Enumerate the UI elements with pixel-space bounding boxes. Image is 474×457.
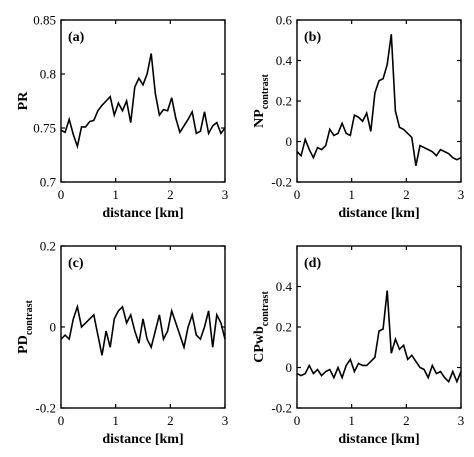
x-tick-label: 2 — [167, 413, 174, 428]
x-axis-label: distance [km] — [102, 432, 183, 447]
y-tick-label: 0.75 — [33, 121, 56, 136]
y-tick-label: 0.7 — [40, 175, 57, 190]
x-axis-label: distance [km] — [102, 206, 183, 221]
y-tick-label: 0.8 — [40, 67, 56, 82]
y-tick-label: 0.4 — [276, 53, 293, 68]
x-tick-label: 0 — [294, 413, 301, 428]
y-tick-label: 0.2 — [276, 320, 292, 335]
x-tick-label: 3 — [222, 413, 229, 428]
y-tick-label: -0.2 — [271, 401, 292, 416]
panel-label: (a) — [68, 30, 85, 45]
y-tick-label: 0.2 — [276, 94, 292, 109]
panel-label: (c) — [68, 256, 84, 271]
x-tick-label: 0 — [58, 413, 65, 428]
x-tick-label: 2 — [167, 187, 174, 202]
x-axis-label: distance [km] — [338, 432, 419, 447]
y-tick-label: 0 — [286, 134, 293, 149]
x-tick-label: 3 — [458, 413, 465, 428]
series-line-b-0 — [296, 34, 462, 166]
x-tick-label: 1 — [348, 413, 355, 428]
x-axis-label: distance [km] — [338, 206, 419, 221]
y-tick-label: 0.85 — [33, 13, 56, 28]
series-line-d-0 — [296, 290, 462, 384]
y-axis-label-subscript: contrast — [260, 291, 271, 327]
y-tick-label: 0.6 — [276, 13, 293, 28]
y-tick-label: -0.2 — [35, 401, 56, 416]
y-axis-label: NPcontrast — [252, 74, 271, 128]
axes-frame-c — [60, 245, 226, 409]
y-axis-label: CPwbcontrast — [252, 291, 271, 363]
panel-a: 0 1 2 3 0.7 0.75 0.8 0.85 distance [km] PR (a) — [16, 13, 228, 222]
y-axis-label-main: NP — [252, 109, 267, 128]
x-tick-label: 0 — [294, 187, 301, 202]
y-tick-label: 0 — [50, 320, 57, 335]
y-axis-label-subscript: contrast — [260, 74, 271, 110]
x-tick-label: 1 — [112, 413, 119, 428]
y-axis-label-subscript: contrast — [24, 300, 35, 336]
y-axis-label-main: PR — [16, 91, 31, 111]
x-tick-label: 1 — [112, 187, 119, 202]
y-tick-label: -0.2 — [271, 175, 292, 190]
x-tick-label: 2 — [403, 413, 410, 428]
y-axis-label: PR — [16, 91, 31, 111]
y-tick-label: 0.2 — [40, 239, 56, 254]
y-axis-label: PDcontrast — [16, 300, 35, 354]
x-tick-label: 0 — [58, 187, 65, 202]
axes-frame-a — [60, 19, 226, 183]
y-tick-label: 0.4 — [276, 279, 293, 294]
y-tick-label: 0 — [286, 360, 293, 375]
series-line-a-0 — [60, 53, 226, 150]
x-tick-label: 2 — [403, 187, 410, 202]
y-axis-label-main: PD — [16, 335, 31, 354]
x-tick-label: 3 — [458, 187, 465, 202]
x-tick-label: 1 — [348, 187, 355, 202]
y-axis-label-main: CPwb — [252, 326, 267, 363]
panel-label: (b) — [304, 30, 321, 45]
axes-frame-b — [296, 19, 462, 183]
panel-label: (d) — [304, 256, 321, 271]
series-line-c-0 — [60, 303, 226, 356]
axes-frame-d — [296, 245, 462, 409]
x-tick-label: 3 — [222, 187, 229, 202]
